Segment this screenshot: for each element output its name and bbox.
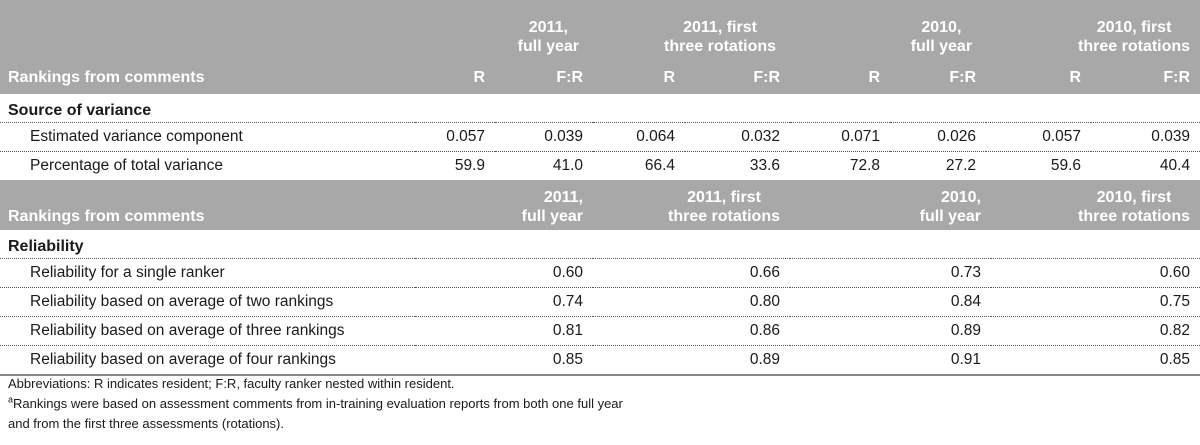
section-title: Source of variance (8, 102, 152, 119)
row-name: Reliability for a single ranker (0, 258, 415, 288)
group-header-2011-full: 2011, full year (415, 0, 594, 62)
row-name: Reliability based on average of four ran… (0, 345, 415, 375)
col-header-2011-first: 2011, first three rotations (593, 180, 790, 230)
group-line2: three rotations (1078, 38, 1191, 55)
note-line1: Rankings were based on assessment commen… (13, 396, 623, 411)
group-header-2010-full: 2010, full year (790, 0, 987, 62)
col-line2: full year (919, 208, 981, 225)
cell: 0.75 (991, 287, 1200, 317)
table-row: Estimated variance component 0.057 0.039… (0, 122, 1200, 152)
row-name: Reliability based on average of two rank… (0, 287, 415, 317)
cell: 41.0 (495, 151, 594, 180)
cell: 0.60 (415, 258, 593, 288)
col-line1: 2010, (940, 189, 981, 206)
cell: 0.91 (790, 345, 991, 375)
sub-header-r: R (593, 62, 686, 94)
sub-header-fr: F:R (685, 62, 791, 94)
cell: 0.81 (415, 316, 593, 346)
footnotes: Abbreviations: R indicates resident; F:R… (8, 374, 623, 434)
cell: 0.032 (685, 122, 791, 152)
sub-header-fr: F:R (1091, 62, 1200, 94)
cell: 0.057 (415, 122, 495, 152)
cell: 0.73 (790, 258, 991, 288)
group-line1: 2010, first (1096, 19, 1172, 36)
note-line2: and from the first three assessments (ro… (8, 416, 284, 431)
sub-header-fr: F:R (890, 62, 987, 94)
col-line2: three rotations (1077, 208, 1190, 225)
cell: 0.85 (991, 345, 1200, 375)
cell: 0.026 (890, 122, 987, 152)
variance-table: 2011, full year 2011, first three rotation… (0, 0, 1200, 180)
reliability-header-row: Rankings from comments 2011, full year 20… (0, 180, 1200, 230)
cell: 0.66 (593, 258, 790, 288)
col-header-2010-full: 2010, full year (790, 180, 991, 230)
cell: 0.86 (593, 316, 790, 346)
cell: 0.60 (991, 258, 1200, 288)
table-row: Reliability based on average of three ra… (0, 316, 1200, 346)
cell: 33.6 (685, 151, 791, 180)
cell: 59.6 (986, 151, 1092, 180)
table-row: Reliability for a single ranker 0.60 0.6… (0, 258, 1200, 288)
cell: 27.2 (890, 151, 987, 180)
row-label-header: Rankings from comments (0, 62, 415, 94)
cell: 66.4 (593, 151, 686, 180)
table-row: Percentage of total variance 59.9 41.0 6… (0, 151, 1200, 180)
row-name: Estimated variance component (0, 122, 415, 152)
group-line2: three rotations (664, 38, 777, 55)
sub-header-row: Rankings from comments R F:R R F:R R F:R… (0, 62, 1200, 94)
table-row: Reliability based on average of two rank… (0, 287, 1200, 317)
section-row: Source of variance (0, 94, 1200, 123)
cell: 0.039 (1091, 122, 1200, 152)
cell: 0.071 (790, 122, 891, 152)
cell: 0.74 (415, 287, 593, 317)
cell: 0.064 (593, 122, 686, 152)
cell: 0.89 (790, 316, 991, 346)
cell: 0.82 (991, 316, 1200, 346)
col-line1: 2011, first (687, 189, 761, 206)
cell: 0.84 (790, 287, 991, 317)
sub-header-r: R (790, 62, 891, 94)
sub-header-r: R (415, 62, 495, 94)
cell: 0.057 (986, 122, 1092, 152)
col-header-2010-first: 2010, first three rotations (991, 180, 1200, 230)
group-line1: 2010, (921, 19, 962, 36)
section-row: Reliability (0, 230, 1200, 259)
cell: 0.89 (593, 345, 790, 375)
row-label-header: Rankings from comments (0, 180, 415, 230)
group-line2: full year (910, 38, 973, 55)
cell: 0.80 (593, 287, 790, 317)
cell: 59.9 (415, 151, 495, 180)
col-line2: full year (521, 208, 583, 225)
group-line1: 2011, first (683, 19, 757, 36)
cell: 0.85 (415, 345, 593, 375)
group-header-2011-first: 2011, first three rotations (593, 0, 791, 62)
header-empty (0, 0, 415, 62)
section-title: Reliability (8, 238, 84, 255)
row-name: Percentage of total variance (0, 151, 415, 180)
cell: 72.8 (790, 151, 891, 180)
reliability-table: Rankings from comments 2011, full year 20… (0, 180, 1200, 376)
col-line2: three rotations (667, 208, 780, 225)
row-name: Reliability based on average of three ra… (0, 316, 415, 346)
sub-header-fr: F:R (495, 62, 594, 94)
group-line2: full year (517, 38, 580, 55)
group-line1: 2011, (528, 19, 568, 36)
cell: 0.039 (495, 122, 594, 152)
col-line1: 2011, (543, 189, 583, 206)
table-row: Reliability based on average of four ran… (0, 345, 1200, 375)
cell: 40.4 (1091, 151, 1200, 180)
group-header-2010-first: 2010, first three rotations (986, 0, 1200, 62)
note-marker: a (8, 394, 14, 405)
sub-header-r: R (986, 62, 1092, 94)
rankings-note: aRankings were based on assessment comme… (8, 394, 623, 414)
col-line1: 2010, first (1096, 189, 1172, 206)
abbreviations-note: Abbreviations: R indicates resident; F:R… (8, 376, 455, 391)
group-header-row: 2011, full year 2011, first three rotation… (0, 0, 1200, 62)
col-header-2011-full: 2011, full year (415, 180, 593, 230)
